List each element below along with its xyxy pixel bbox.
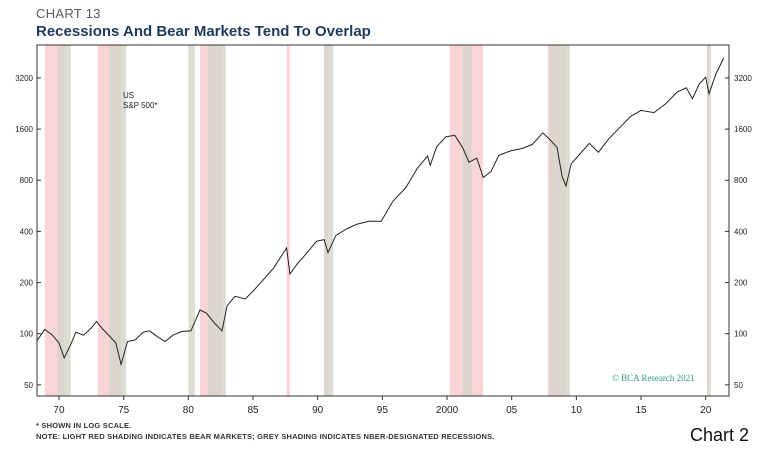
recession-band-3 [207, 45, 226, 396]
bear-market-band-3 [286, 45, 290, 396]
credit-text: © BCA Research 2021 [612, 373, 695, 383]
chart-title: Recessions And Bear Markets Tend To Over… [36, 23, 371, 40]
x-tick-label-10: 10 [571, 405, 583, 416]
y-tick-label-right-100: 100 [734, 330, 748, 339]
x-tick-label-20: 20 [700, 405, 712, 416]
x-tick-label-80: 80 [183, 405, 195, 416]
y-tick-label-right-3200: 3200 [734, 74, 752, 83]
x-tick-label-15: 15 [635, 405, 647, 416]
y-tick-label-left-1600: 1600 [15, 125, 33, 134]
plot-frame [36, 44, 730, 397]
x-tick-label-85: 85 [247, 405, 259, 416]
x-tick-label-90: 90 [312, 405, 324, 416]
series-label-line1: US [123, 91, 134, 100]
recession-band-1 [109, 45, 127, 396]
y-tick-label-left-3200: 3200 [15, 74, 33, 83]
footnote-log-scale: * SHOWN IN LOG SCALE. [36, 421, 132, 430]
y-tick-label-right-200: 200 [734, 279, 748, 288]
recession-band-7 [707, 45, 711, 396]
x-tick-label-95: 95 [377, 405, 389, 416]
x-tick-label-70: 70 [53, 405, 65, 416]
recession-band-0 [57, 45, 71, 396]
y-tick-label-right-800: 800 [734, 176, 748, 185]
shading-layer [44, 45, 711, 396]
x-tick-label-2000: 2000 [436, 405, 459, 416]
recession-band-4 [324, 45, 334, 396]
chart-number: CHART 13 [36, 6, 101, 21]
y-tick-label-left-100: 100 [20, 330, 34, 339]
y-tick-label-right-400: 400 [734, 227, 748, 236]
recession-band-2 [188, 45, 195, 396]
y-tick-label-left-800: 800 [20, 176, 34, 185]
recession-band-6 [549, 45, 570, 396]
y-tick-label-right-50: 50 [734, 381, 743, 390]
axes-layer: 50 50 100 100 200 200 400 400 800 800 1600 1600 3200… [15, 44, 752, 416]
y-tick-label-right-1600: 1600 [734, 125, 752, 134]
recession-band-5 [462, 45, 472, 396]
footnote-shading-note: NOTE: LIGHT RED SHADING INDICATES BEAR M… [36, 432, 495, 441]
sp500-line [36, 57, 725, 367]
y-tick-label-left-200: 200 [20, 279, 34, 288]
series-label-line2: S&P 500* [123, 101, 158, 110]
y-tick-label-left-400: 400 [20, 227, 34, 236]
y-tick-label-left-50: 50 [24, 381, 33, 390]
x-tick-label-05: 05 [506, 405, 518, 416]
x-tick-label-75: 75 [118, 405, 130, 416]
page-label: Chart 2 [690, 425, 750, 445]
